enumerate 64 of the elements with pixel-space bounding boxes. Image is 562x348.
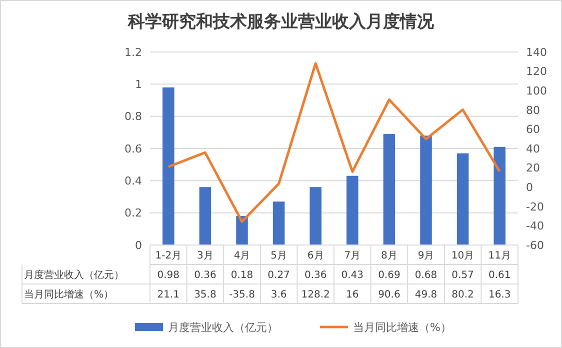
x-tick-label: 9月	[418, 250, 434, 262]
data-label: 0.27	[268, 270, 290, 281]
x-tick-label: 7月	[344, 250, 361, 262]
y2-tick-label: 100	[526, 84, 547, 98]
data-label: 21.1	[157, 289, 180, 300]
data-label: 0.68	[414, 270, 438, 281]
text: 当月同比增速（%）	[24, 289, 114, 300]
data-label: 0.98	[157, 270, 180, 281]
data-label: 0.18	[230, 270, 254, 281]
x-tick-label: 11月	[488, 250, 511, 262]
y-tick-label: 0.2	[124, 206, 142, 220]
y2-tick-label: 80	[526, 104, 540, 117]
data-label: 0.43	[341, 270, 364, 281]
text: 月度营业收入（亿元）	[24, 270, 124, 281]
x-tick-label: 5月	[270, 250, 287, 262]
x-tick-label: 10月	[451, 250, 474, 262]
chart-title: 科学研究和技术服务业营业收入月度情况	[127, 12, 435, 32]
data-label: 0.36	[304, 270, 327, 281]
x-tick-label: 6月	[307, 250, 324, 262]
bar	[494, 146, 506, 245]
y2-tick-label: 0	[526, 180, 533, 194]
data-label: 0.36	[194, 270, 216, 281]
y2-tick-label: 120	[526, 65, 547, 78]
y2-tick-label: 140	[526, 46, 547, 59]
y2-tick-label: -60	[526, 238, 544, 252]
legend-label: 当月同比增速（%）	[353, 320, 452, 334]
x-tick-label: 4月	[234, 250, 250, 262]
bar	[162, 87, 174, 245]
bar	[456, 153, 469, 245]
data-label: 16.3	[488, 289, 511, 300]
y2-tick-label: 20	[526, 162, 540, 175]
bar	[236, 216, 248, 245]
y2-tick-label: -20	[526, 200, 544, 214]
data-label: 80.2	[452, 289, 474, 300]
bar	[199, 187, 212, 245]
x-tick-label: 8月	[381, 250, 398, 262]
bar	[272, 202, 285, 245]
y-tick-label: 0.6	[124, 142, 142, 156]
bar	[383, 134, 396, 245]
line-series	[167, 62, 501, 223]
y2-tick-label: -40	[526, 220, 544, 233]
data-label: 0.69	[378, 270, 400, 281]
data-label: -35.8	[229, 289, 255, 300]
y-tick-label: 1	[135, 78, 142, 92]
bar	[420, 136, 432, 245]
data-label: 35.8	[194, 289, 216, 300]
x-tick-label: 3月	[197, 250, 214, 262]
data-label: 0.57	[452, 270, 474, 281]
y-tick-label: 0	[135, 238, 142, 252]
data-label: 90.6	[378, 289, 400, 300]
y-tick-label: 0.4	[124, 174, 142, 188]
bar	[310, 187, 322, 245]
data-label: 128.2	[301, 289, 330, 300]
data-label: 0.61	[488, 270, 511, 281]
y2-tick-label: 40	[526, 142, 540, 156]
bar	[346, 176, 358, 245]
data-label: 3.6	[270, 289, 287, 300]
x-tick-label: 1-2月	[155, 250, 182, 262]
legend-label: 月度营业收入（亿元）	[168, 320, 278, 334]
data-label: 16	[346, 289, 359, 300]
data-label: 49.8	[414, 289, 438, 300]
y2-tick-label: 60	[526, 123, 540, 136]
y-tick-label: 0.8	[124, 110, 142, 124]
y-tick-label: 1.2	[124, 46, 142, 59]
